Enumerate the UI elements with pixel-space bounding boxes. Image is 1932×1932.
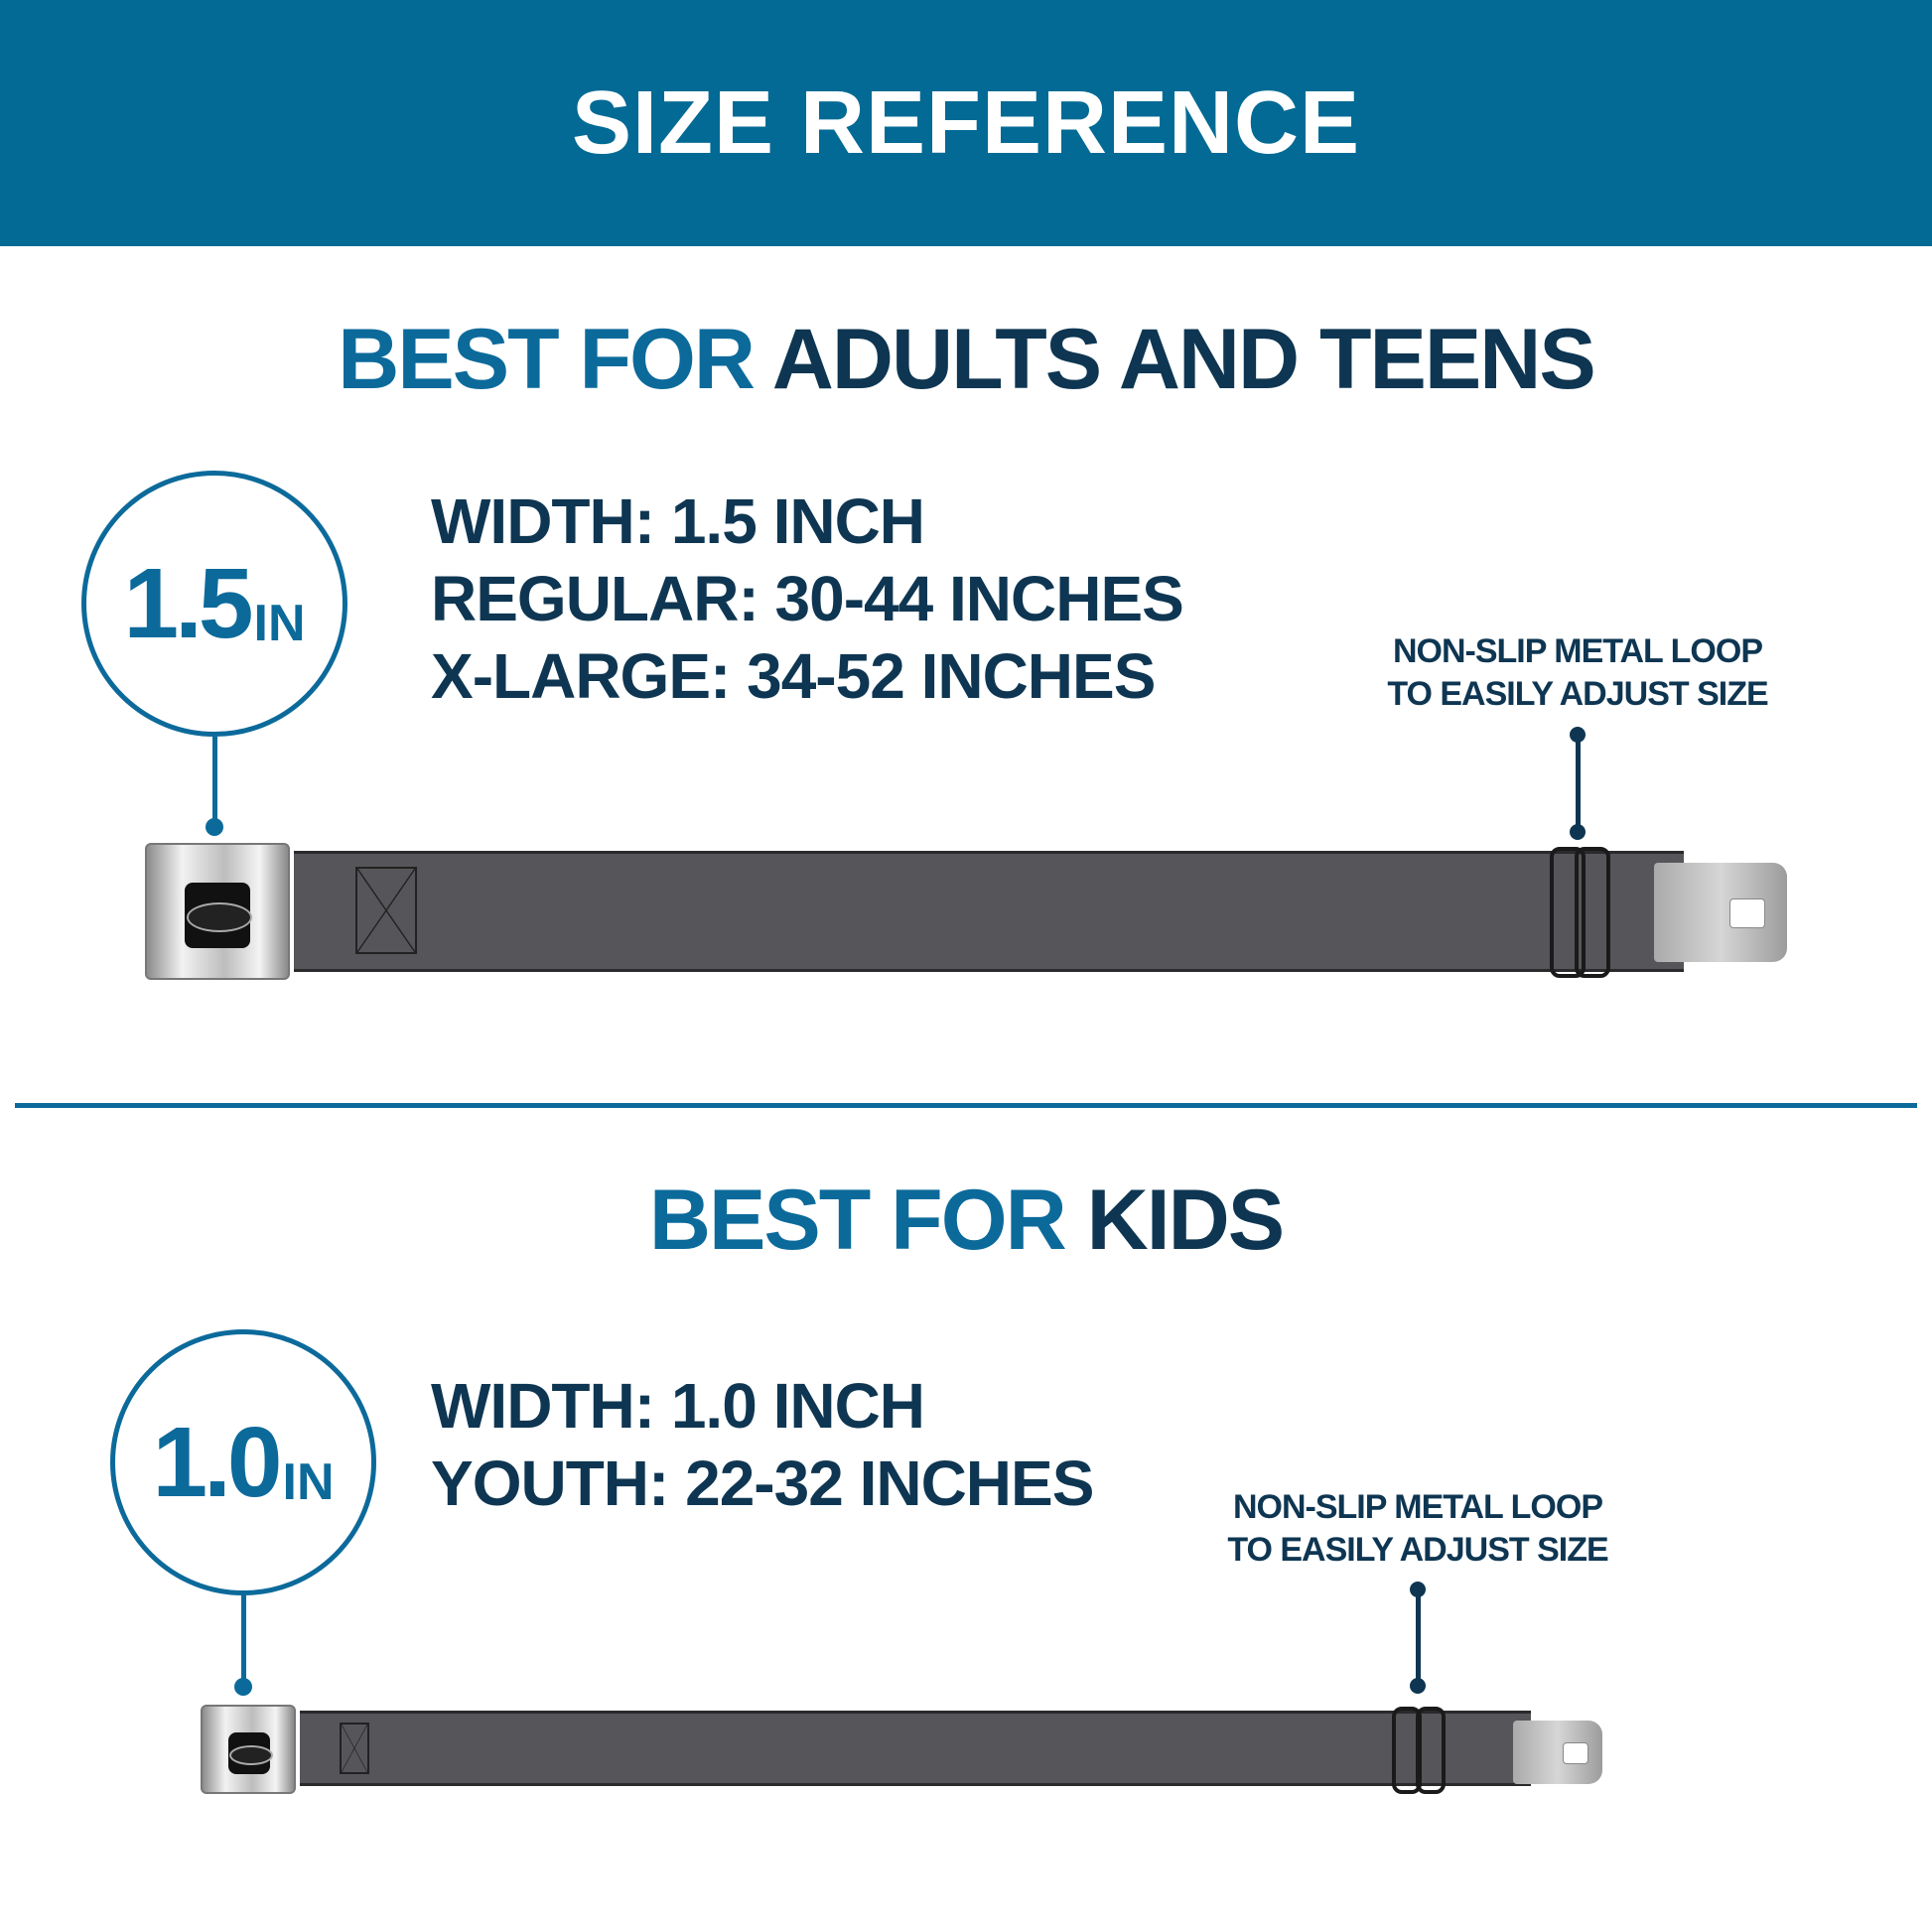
badge-value: 1.5 [123, 547, 253, 659]
kids-heading-highlight: BEST FOR [648, 1173, 1067, 1268]
note-line: TO EASILY ADJUST SIZE [1387, 675, 1768, 713]
metal-loop [1575, 847, 1610, 978]
section-divider [15, 1103, 1917, 1108]
adults-heading-highlight: BEST FOR [338, 312, 756, 407]
metal-loop [1550, 847, 1586, 978]
kids-loop-note: NON-SLIP METAL LOOP TO EASILY ADJUST SIZ… [1211, 1486, 1624, 1572]
kids-belt-image [201, 1705, 1610, 1796]
note-line: NON-SLIP METAL LOOP [1232, 1488, 1603, 1526]
adults-loop-note: NON-SLIP METAL LOOP TO EASILY ADJUST SIZ… [1371, 630, 1784, 716]
badge-value: 1.0 [152, 1406, 282, 1518]
kids-width-badge: 1.0 IN [110, 1329, 376, 1595]
belt-tongue [1513, 1721, 1602, 1784]
metal-loop [1392, 1707, 1422, 1794]
spec-width: WIDTH: 1.0 INCH [431, 1370, 925, 1442]
kids-heading-rest: KIDS [1086, 1173, 1285, 1268]
badge-connector-line [241, 1595, 246, 1683]
note-pointer-line [1576, 735, 1581, 830]
buckle [201, 1705, 296, 1794]
badge-connector-dot [206, 818, 223, 836]
ford-logo-icon [229, 1745, 273, 1765]
strap-stitch [340, 1723, 369, 1774]
belt-strap [300, 1711, 1531, 1786]
kids-heading: BEST FOR KIDS [0, 1174, 1932, 1266]
badge-connector-dot [234, 1678, 252, 1696]
spec-regular: REGULAR: 30-44 INCHES [431, 563, 1184, 634]
strap-stitch [355, 867, 417, 954]
header-banner [0, 0, 1932, 246]
belt-tongue [1654, 863, 1787, 962]
adults-heading-rest: ADULTS AND TEENS [771, 312, 1596, 407]
adult-belt-image [145, 843, 1793, 982]
metal-loop [1416, 1707, 1446, 1794]
buckle [145, 843, 290, 980]
note-line: TO EASILY ADJUST SIZE [1227, 1531, 1608, 1569]
adults-heading: BEST FOR ADULTS AND TEENS [0, 314, 1932, 405]
note-pointer-line [1416, 1589, 1421, 1683]
badge-connector-line [212, 737, 217, 824]
spec-width: WIDTH: 1.5 INCH [431, 485, 925, 557]
page-title: SIZE REFERENCE [571, 73, 1361, 173]
belt-strap [294, 851, 1684, 972]
spec-youth: YOUTH: 22-32 INCHES [431, 1448, 1094, 1519]
badge-unit: IN [253, 595, 306, 652]
note-line: NON-SLIP METAL LOOP [1392, 632, 1763, 670]
note-pointer-dot [1410, 1678, 1426, 1694]
adults-width-badge: 1.5 IN [81, 471, 347, 737]
note-pointer-dot [1570, 824, 1586, 840]
ford-logo-icon [187, 902, 252, 932]
spec-xlarge: X-LARGE: 34-52 INCHES [431, 640, 1156, 712]
badge-unit: IN [282, 1453, 335, 1511]
